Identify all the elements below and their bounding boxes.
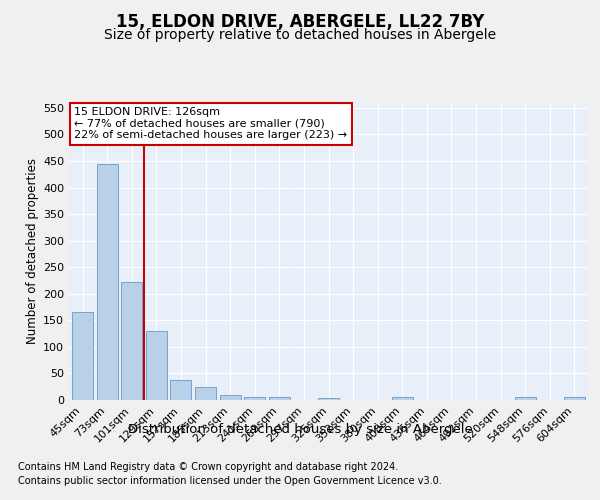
Text: 15, ELDON DRIVE, ABERGELE, LL22 7BY: 15, ELDON DRIVE, ABERGELE, LL22 7BY [116, 12, 484, 30]
Text: Size of property relative to detached houses in Abergele: Size of property relative to detached ho… [104, 28, 496, 42]
Bar [515, 398, 536, 400]
Bar [170, 380, 191, 400]
Bar [564, 398, 585, 400]
Text: Contains HM Land Registry data © Crown copyright and database right 2024.: Contains HM Land Registry data © Crown c… [18, 462, 398, 472]
Text: Distribution of detached houses by size in Abergele: Distribution of detached houses by size … [128, 422, 472, 436]
Bar [244, 397, 265, 400]
Text: Contains public sector information licensed under the Open Government Licence v3: Contains public sector information licen… [18, 476, 442, 486]
Y-axis label: Number of detached properties: Number of detached properties [26, 158, 39, 344]
Bar [269, 398, 290, 400]
Bar [97, 164, 118, 400]
Bar [392, 398, 413, 400]
Bar [220, 394, 241, 400]
Text: 15 ELDON DRIVE: 126sqm
← 77% of detached houses are smaller (790)
22% of semi-de: 15 ELDON DRIVE: 126sqm ← 77% of detached… [74, 107, 347, 140]
Bar [146, 331, 167, 400]
Bar [72, 312, 93, 400]
Bar [195, 387, 216, 400]
Bar [121, 282, 142, 400]
Bar [318, 398, 339, 400]
